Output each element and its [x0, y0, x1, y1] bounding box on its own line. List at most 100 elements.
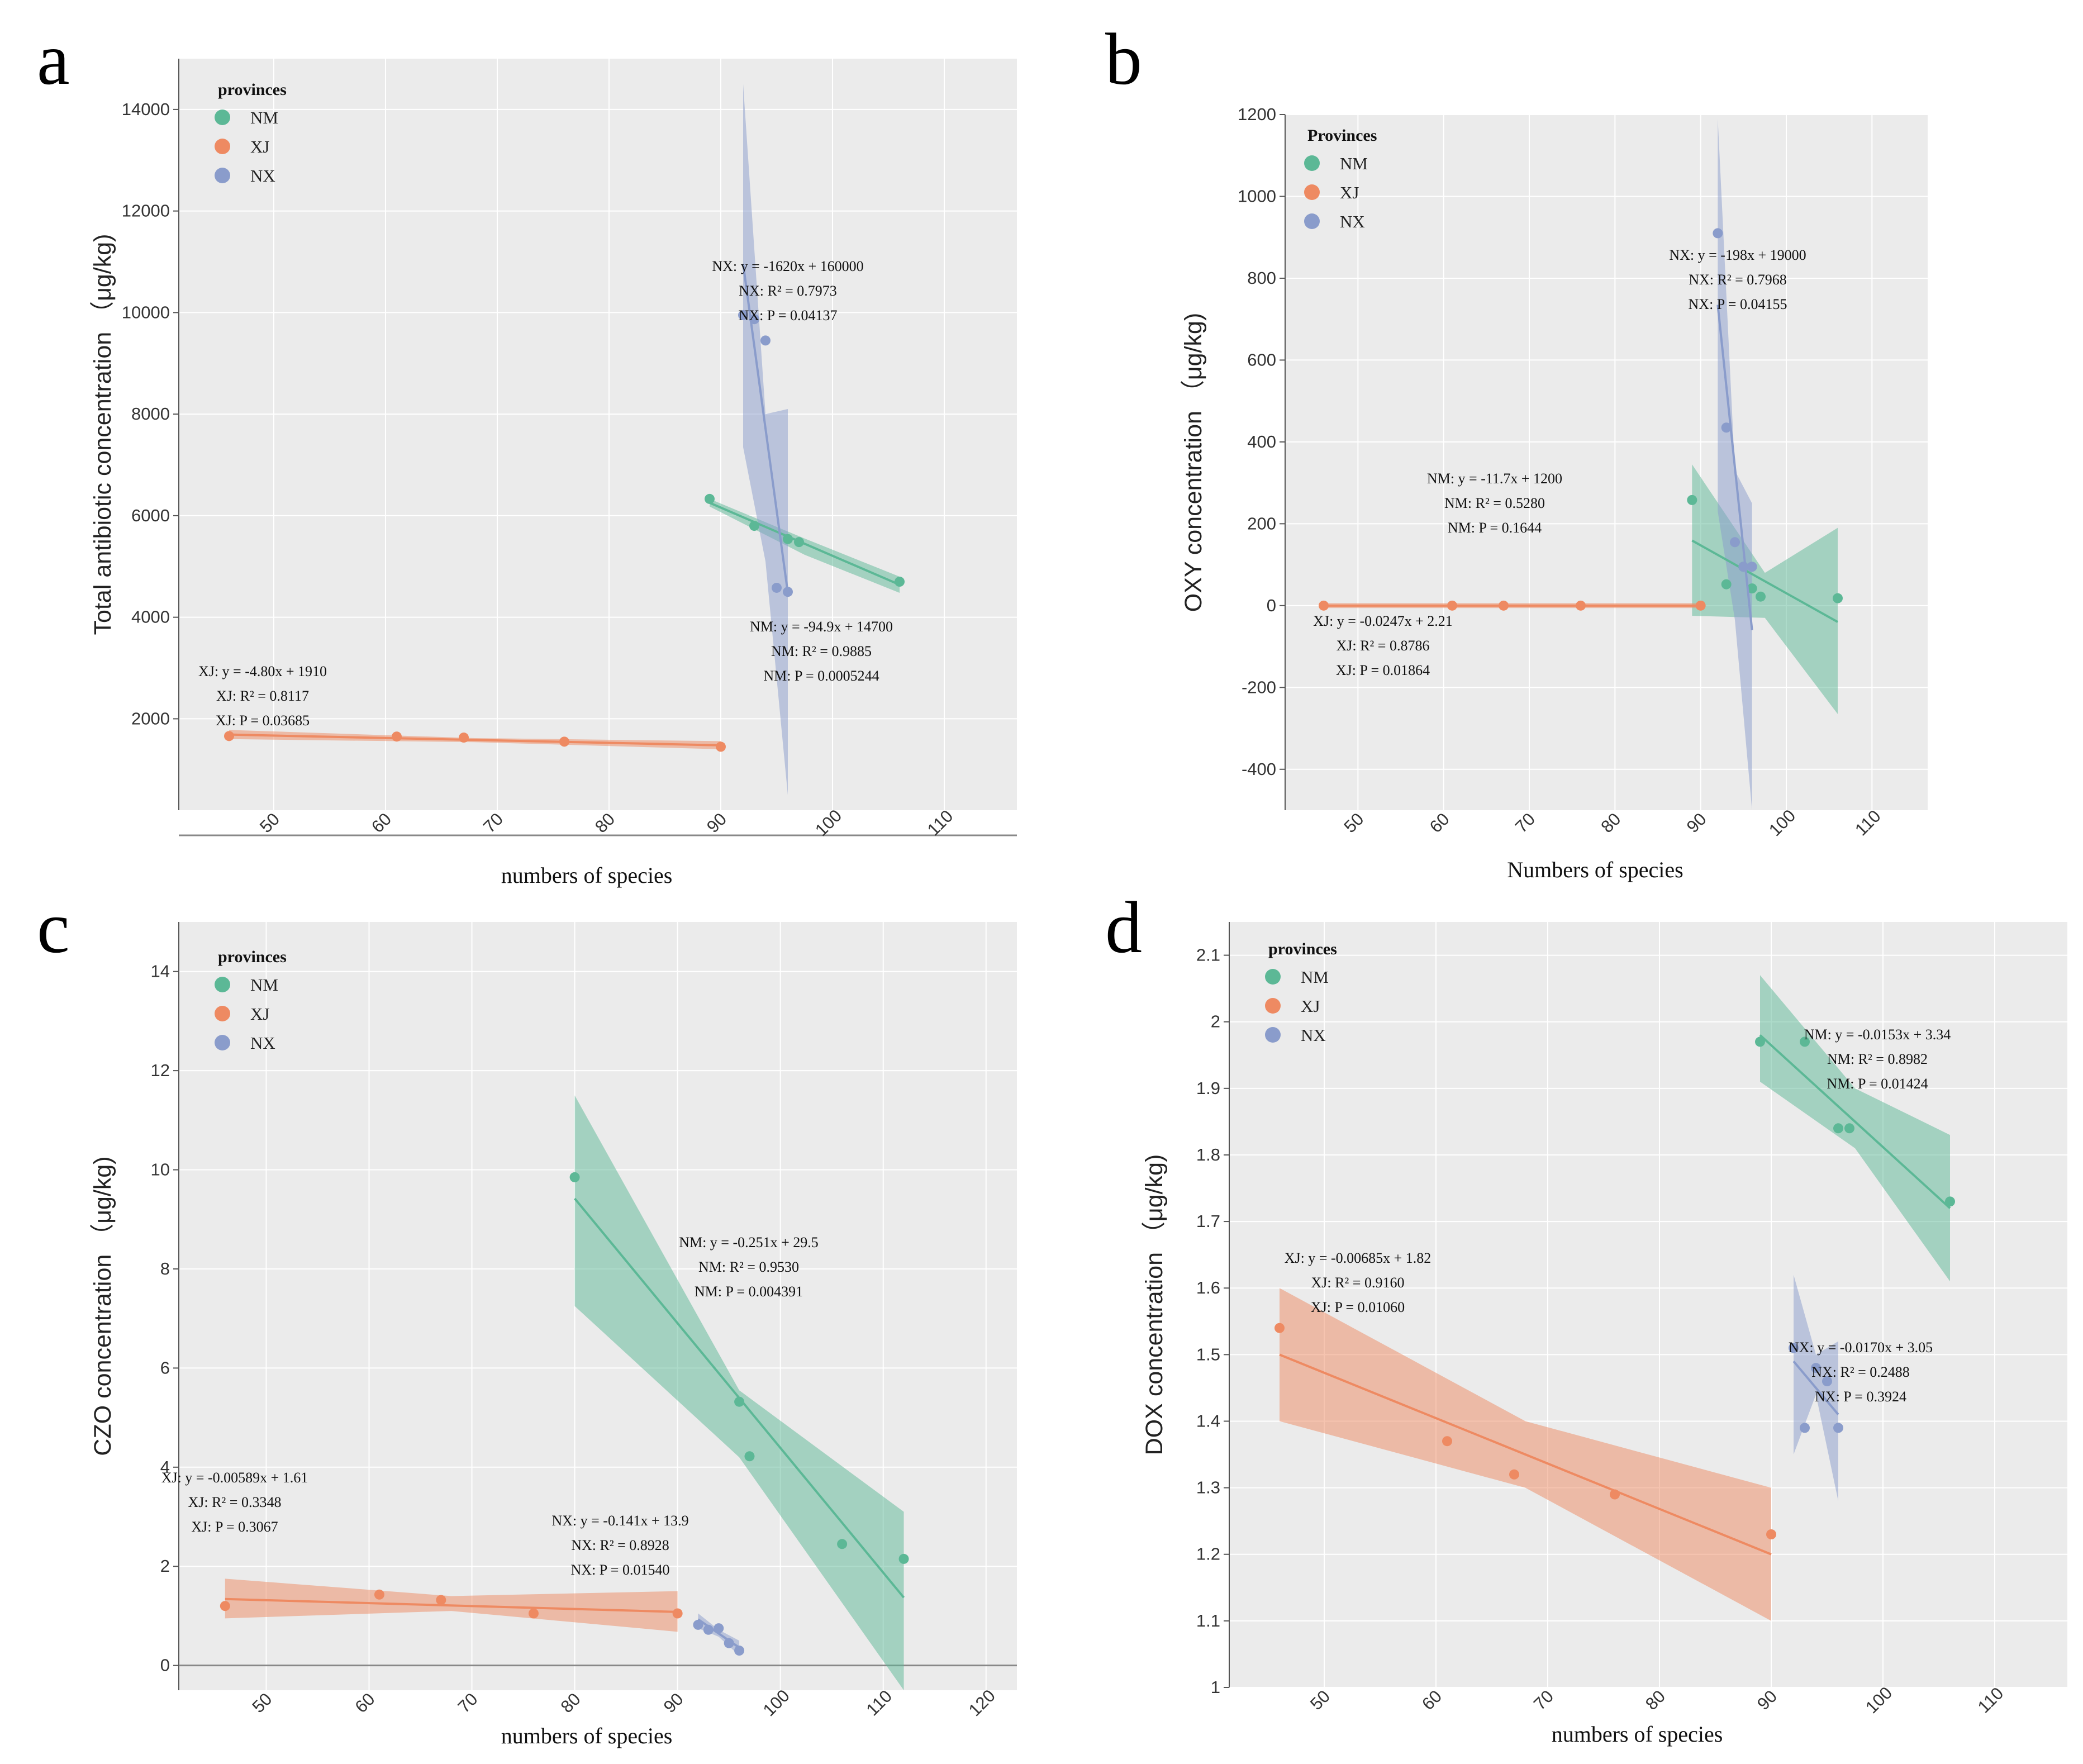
chart-panel-c: 0 2 4 6 8 10 12 14 50 60 70 80 90 100 110 120 numbers of…: [89, 916, 1028, 1760]
x-tick-label: 60: [1418, 1686, 1445, 1714]
data-point-XJ: [1766, 1529, 1776, 1539]
y-tick-label: 14: [151, 962, 170, 981]
annotation-NX: NX: y = -0.141x + 13.9: [551, 1513, 688, 1529]
data-point-NM: [1833, 593, 1843, 603]
data-point-NM: [1800, 1036, 1810, 1047]
x-tick-label: 80: [1642, 1686, 1669, 1714]
x-tick-label: 50: [1306, 1686, 1334, 1714]
panel-letter-d: d: [1105, 886, 1142, 968]
y-axis-label: DOX concentration （μg/kg): [1141, 1154, 1168, 1456]
chart-b-svg: -400 -200 0 200 400 600 800 1000 1200 50 60 70 80 90 1…: [1180, 106, 1928, 882]
chart-c-svg: 0 2 4 6 8 10 12 14 50 60 70 80 90 100 110 120 numbers of…: [89, 922, 1017, 1748]
data-point-NM: [783, 534, 793, 544]
legend-label-NX: NX: [250, 1033, 275, 1053]
x-axis-label: numbers of species: [501, 1723, 673, 1748]
data-point-XJ: [459, 733, 469, 743]
legend: provinces NM XJ NX: [215, 948, 287, 1053]
data-point-XJ: [224, 731, 234, 741]
x-tick-label: 90: [703, 809, 730, 836]
annotation-NX: NX: R² = 0.8928: [571, 1537, 669, 1553]
y-tick-label: 2.1: [1196, 945, 1220, 965]
plot-background: [179, 59, 1017, 810]
annotation-NX: NX: y = -0.0170x + 3.05: [1789, 1339, 1933, 1356]
y-tick-label: -200: [1242, 677, 1276, 697]
data-point-NX: [738, 310, 748, 320]
legend-label-XJ: XJ: [250, 137, 269, 156]
x-tick-label: 120: [965, 1686, 999, 1720]
data-point-NM: [734, 1396, 745, 1407]
legend-label-NX: NX: [250, 166, 275, 186]
y-axis-label: OXY concentration （μg/kg): [1180, 313, 1207, 612]
data-point-NM: [1756, 591, 1766, 602]
y-tick-label: 1: [1211, 1677, 1220, 1697]
annotation-XJ: XJ: y = -0.00589x + 1.61: [161, 1470, 308, 1486]
data-point-XJ: [1509, 1469, 1519, 1480]
legend-marker-NM: [215, 977, 230, 992]
legend: Provinces NM XJ NX: [1304, 126, 1377, 231]
annotation-NM: NM: P = 0.0005244: [763, 668, 879, 684]
data-point-NM: [749, 521, 759, 531]
data-point-XJ: [1576, 600, 1586, 611]
y-tick-label: 1.8: [1196, 1145, 1220, 1164]
annotation-NX: NX: P = 0.01540: [571, 1562, 670, 1578]
data-point-XJ: [1499, 600, 1509, 611]
annotation-XJ: XJ: P = 0.3067: [191, 1519, 278, 1535]
data-point-NM: [794, 537, 804, 548]
data-point-NM: [1721, 579, 1732, 589]
annotation-NM: NM: P = 0.1644: [1448, 520, 1542, 536]
data-point-XJ: [716, 741, 726, 752]
annotation-NM: NM: R² = 0.9885: [771, 643, 872, 659]
y-tick-label: 1000: [1238, 186, 1276, 206]
data-point-XJ: [436, 1595, 446, 1605]
x-tick-label: 110: [1851, 806, 1885, 840]
x-tick-label: 90: [1753, 1686, 1781, 1714]
data-point-NM: [744, 1451, 755, 1462]
annotation-NM: NM: y = -11.7x + 1200: [1427, 470, 1562, 487]
y-axis-label: CZO concentration （μg/kg): [89, 1156, 116, 1456]
legend-label-NM: NM: [250, 975, 278, 995]
data-point-XJ: [374, 1589, 384, 1600]
panel-letter-b: b: [1105, 18, 1142, 100]
legend-marker-NM: [1265, 969, 1281, 985]
x-axis-label: numbers of species: [1552, 1722, 1723, 1747]
y-tick-label: 1.7: [1196, 1211, 1220, 1231]
y-tick-label: 200: [1247, 513, 1276, 533]
y-tick-label: 4: [160, 1457, 170, 1477]
x-tick-label: 60: [368, 809, 395, 836]
legend-label-NM: NM: [250, 108, 278, 127]
y-axis-label: Total antibiotic concentration （μg/kg): [89, 234, 116, 635]
legend-title: provinces: [218, 948, 287, 966]
data-point-NM: [895, 577, 905, 587]
annotation-XJ: XJ: R² = 0.9160: [1311, 1275, 1405, 1291]
y-tick-label: 6: [160, 1358, 170, 1377]
x-tick-label: 110: [862, 1686, 896, 1720]
data-point-NX: [1800, 1423, 1810, 1433]
legend-title: Provinces: [1307, 126, 1377, 145]
annotation-NM: NM: y = -0.0153x + 3.34: [1804, 1026, 1951, 1043]
y-tick-label: 0: [160, 1656, 170, 1675]
data-point-XJ: [559, 736, 569, 747]
y-tick-label: 1.1: [1196, 1611, 1220, 1630]
data-point-NM: [1844, 1123, 1854, 1134]
data-point-XJ: [1274, 1323, 1285, 1333]
legend-marker-NX: [215, 1035, 230, 1050]
data-point-XJ: [1610, 1489, 1620, 1500]
annotation-NM: NM: R² = 0.9530: [698, 1259, 799, 1275]
data-point-NX: [1713, 228, 1723, 239]
x-tick-label: 80: [1597, 809, 1624, 836]
x-axis-label: Numbers of species: [1507, 857, 1683, 882]
annotation-NX: NX: R² = 0.7968: [1689, 272, 1787, 288]
y-tick-label: 6000: [131, 506, 170, 525]
plot-background: [1285, 115, 1928, 810]
data-point-XJ: [1442, 1436, 1452, 1447]
data-point-NX: [1730, 537, 1740, 548]
legend-marker-NX: [215, 168, 230, 183]
x-tick-label: 50: [248, 1689, 275, 1717]
legend-label-XJ: XJ: [250, 1004, 269, 1024]
data-point-NX: [1789, 1343, 1799, 1353]
regression-line-NM: [1759, 1034, 1951, 1209]
chart-a-svg: 2000 4000 6000 8000 10000 12000 14000 50 60 70 80 9…: [89, 59, 1017, 888]
data-point-NM: [569, 1172, 580, 1182]
data-point-NM: [1687, 495, 1697, 505]
annotation-NX: NX: R² = 0.2488: [1811, 1364, 1910, 1380]
